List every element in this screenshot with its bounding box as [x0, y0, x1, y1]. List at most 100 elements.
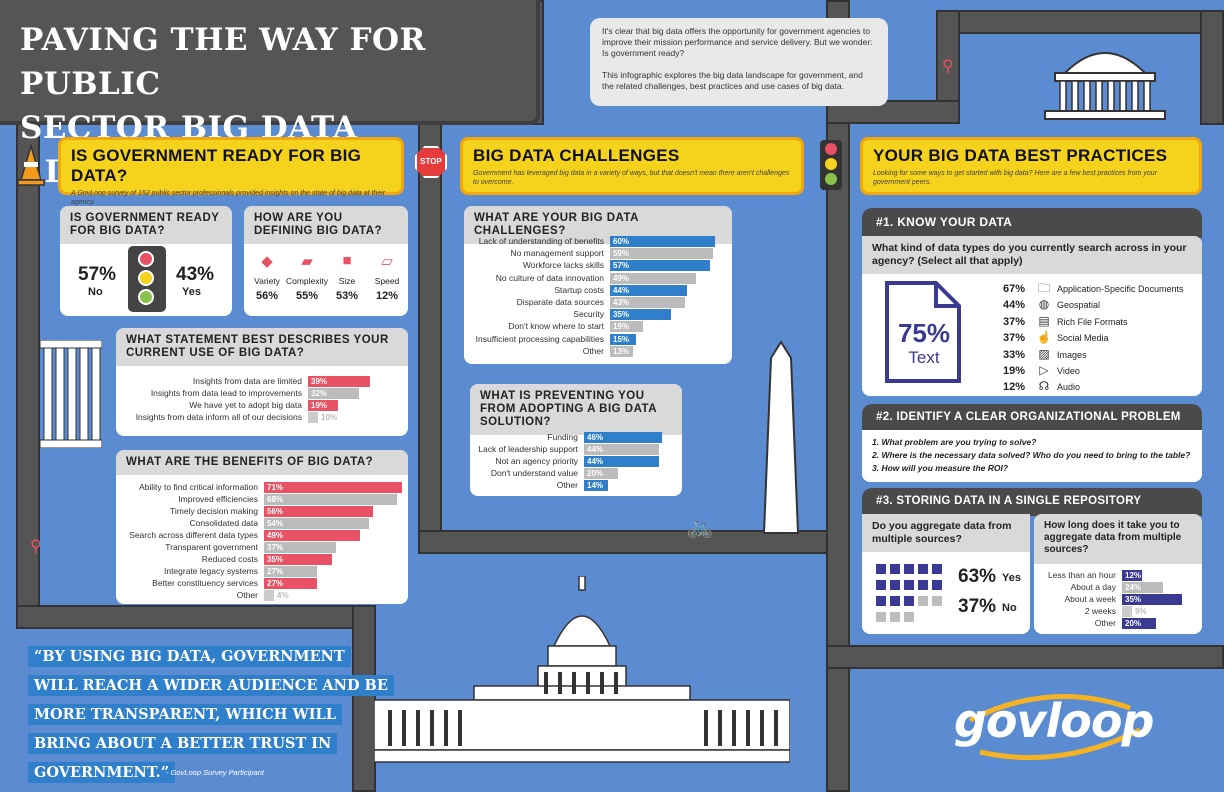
- agg-yes-pct: 63%: [958, 566, 997, 587]
- challenges-title: BIG DATA CHALLENGES: [473, 146, 680, 165]
- bar: 44%: [584, 444, 659, 455]
- data-type-row: 37% ▤ Rich File Formats: [1003, 313, 1128, 329]
- bar: 32%: [308, 388, 360, 399]
- bar: 24%: [1122, 582, 1163, 593]
- quote-line: BRING ABOUT A BETTER TRUST IN: [28, 733, 338, 754]
- data-type-row: 67% 🗀 Application-Specific Documents: [1003, 280, 1184, 296]
- logo-swoosh-icon: [968, 693, 1142, 760]
- aggregate-card: Do you aggregate data from multiple sour…: [862, 514, 1030, 634]
- intro-paragraph-2: This infographic explores the big data l…: [602, 70, 863, 91]
- bar: 20%: [584, 468, 618, 479]
- bar-label: No management support: [510, 248, 604, 259]
- data-type-row: 37% ☝ Social Media: [1003, 329, 1109, 345]
- page-title: PAVING THE WAY FOR PUBLIC SECTOR BIG DAT…: [0, 0, 540, 190]
- bar-label: About a day: [1070, 582, 1116, 592]
- bicycle-icon-top: ⚲: [942, 58, 954, 75]
- quote-line: MORE TRANSPARENT, WHICH WILL: [28, 704, 342, 725]
- agg-yes-label: Yes: [1002, 572, 1021, 584]
- headphones-icon: ☊: [1038, 379, 1050, 394]
- preventing-title: WHAT IS PREVENTING YOU FROM ADOPTING A B…: [470, 384, 682, 435]
- section-2-heading: #2. IDENTIFY A CLEAR ORGANIZATIONAL PROB…: [862, 404, 1202, 432]
- bar-label: About a week: [1064, 594, 1116, 604]
- benefits-card: WHAT ARE THE BENEFITS OF BIG DATA? Abili…: [116, 450, 408, 604]
- bar: 60%: [610, 236, 715, 247]
- traffic-cone-icon: [17, 144, 45, 186]
- bar: 4%: [264, 590, 289, 601]
- bar: 59%: [610, 248, 714, 260]
- data-type-label: Social Media: [1057, 333, 1109, 344]
- defining-pct: 55%: [295, 290, 319, 302]
- bar-label: Lack of leadership support: [478, 444, 578, 454]
- bar: 56%: [264, 506, 374, 517]
- howlong-question: How long does it take you to aggregate d…: [1034, 514, 1202, 564]
- data-type-label: Application-Specific Documents: [1057, 284, 1184, 294]
- defining-label: Complexity: [285, 276, 329, 286]
- bar: 35%: [264, 554, 333, 565]
- bar-label: Security: [573, 309, 604, 320]
- data-grid-icon: [876, 564, 942, 622]
- challenges-subtitle: Government has leveraged big data in a v…: [473, 170, 790, 186]
- statement-card: WHAT STATEMENT BEST DESCRIBES YOUR CURRE…: [116, 328, 408, 436]
- capitol-building-icon: [374, 576, 790, 763]
- bar-label: Other: [556, 480, 578, 490]
- data-type-pct: 67%: [1003, 283, 1026, 295]
- no-pct: 57%: [78, 264, 117, 285]
- defining-label: Speed: [374, 276, 400, 286]
- text-label: Text: [908, 348, 940, 367]
- bicycle-icon: 🚲: [686, 514, 714, 539]
- traffic-light-icon: [820, 140, 842, 190]
- road-right-top: [936, 10, 1224, 34]
- washington-monument-icon: [762, 340, 800, 534]
- data-type-row: 19% ▷ Video: [1003, 362, 1080, 378]
- bicycle-icon-left: ⚲: [30, 538, 42, 555]
- defining-icon: ▱: [381, 253, 393, 270]
- intro-paragraph-1: It's clear that big data offers the oppo…: [602, 26, 873, 58]
- defining-icon: ■: [342, 252, 352, 269]
- data-type-label: Rich File Formats: [1057, 316, 1128, 327]
- yes-pct: 43%: [176, 264, 215, 285]
- quote-line: “BY USING BIG DATA, GOVERNMENT: [28, 646, 351, 667]
- bar: 39%: [308, 376, 371, 387]
- road-middle-bottom: [418, 530, 828, 554]
- bar-label: Funding: [547, 432, 578, 442]
- bar-label: Other: [236, 590, 258, 600]
- bar-label: Don't understand value: [490, 468, 578, 478]
- bar-label: Insufficient processing capabilities: [475, 333, 604, 344]
- traffic-light-graphic: [128, 246, 166, 312]
- video-icon: ▷: [1039, 363, 1049, 377]
- data-type-pct: 33%: [1003, 348, 1026, 361]
- problem-item-3: 3. How will you measure the ROI?: [872, 463, 1009, 473]
- bar: 68%: [264, 494, 397, 505]
- bar: 19%: [610, 321, 644, 333]
- bar-label: Better constituency services: [152, 578, 258, 588]
- data-type-label: Audio: [1057, 382, 1081, 393]
- data-type-row: 12% ☊ Audio: [1003, 378, 1080, 394]
- quote-line: WILL REACH A WIDER AUDIENCE AND BE: [28, 675, 394, 696]
- benefits-title: WHAT ARE THE BENEFITS OF BIG DATA?: [116, 450, 408, 475]
- columns-icon: [40, 340, 102, 448]
- defining-label: Variety: [254, 276, 280, 286]
- bar: 19%: [308, 400, 339, 411]
- data-types-card: What kind of data types do you currently…: [862, 236, 1202, 396]
- quote-line: GOVERNMENT.”: [28, 762, 176, 783]
- bar: 54%: [264, 518, 370, 529]
- bar: 35%: [610, 309, 672, 321]
- defining-card: HOW ARE YOU DEFINING BIG DATA? ◆ Variety 5…: [244, 206, 408, 316]
- section-3-heading: #3. STORING DATA IN A SINGLE REPOSITORY: [862, 488, 1202, 516]
- bar: 10%: [308, 412, 337, 423]
- text-pct: 75%: [897, 318, 951, 348]
- bar-label: Search across different data types: [129, 530, 258, 540]
- bar: 44%: [584, 456, 659, 467]
- data-type-pct: 44%: [1003, 299, 1026, 312]
- bar-label: No culture of data innovation: [495, 272, 604, 283]
- defining-pct: 53%: [335, 290, 359, 302]
- howlong-card: How long does it take you to aggregate d…: [1034, 514, 1202, 634]
- bar: 13%: [610, 345, 633, 357]
- bar-label: 2 weeks: [1084, 606, 1116, 616]
- bar-label: Don't know where to start: [508, 321, 604, 332]
- bar: 14%: [584, 480, 608, 491]
- defining-pct: 56%: [255, 290, 279, 302]
- bar-label: Less than an hour: [1047, 570, 1116, 580]
- defining-label: Size: [338, 276, 356, 286]
- data-type-pct: 19%: [1003, 365, 1026, 377]
